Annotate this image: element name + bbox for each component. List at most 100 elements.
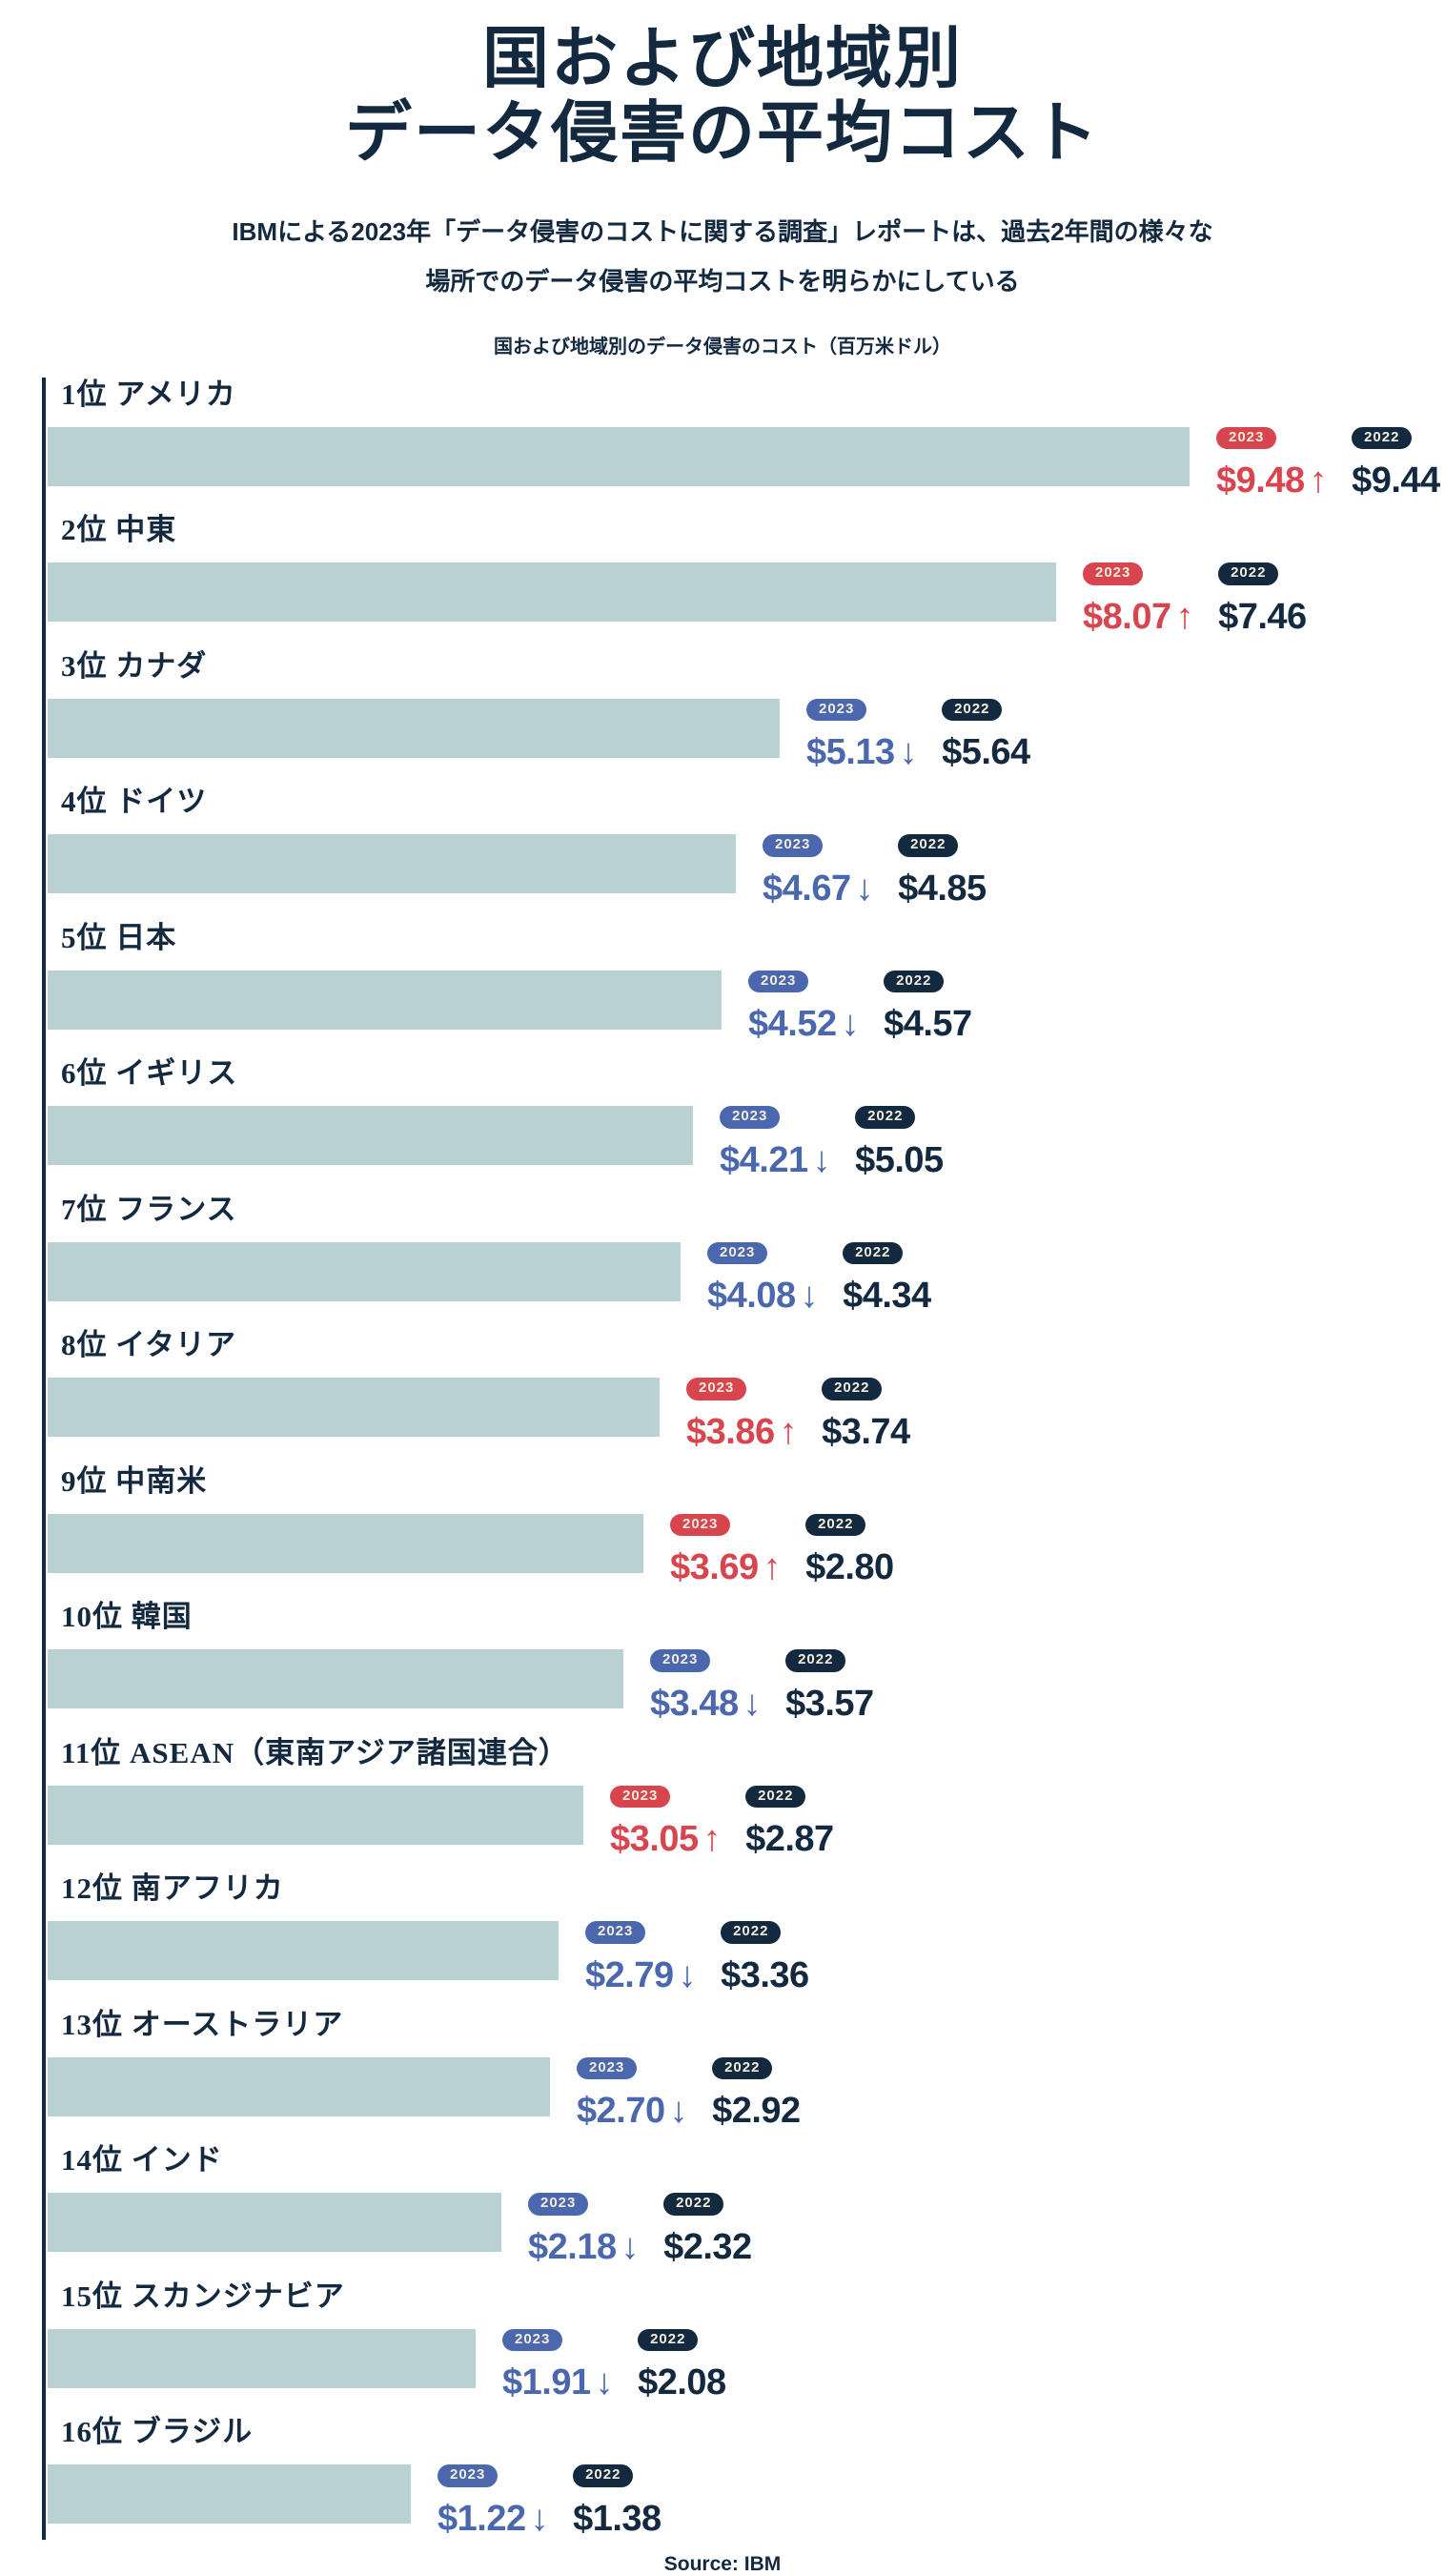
value-2022: $9.44	[1352, 460, 1440, 501]
chart-row: 14位 インド 2023 $2.18 ↓ 2022 $2.32	[48, 2143, 1445, 2268]
value-2023-group: 2023 $3.86 ↑	[686, 1378, 798, 1453]
badge-2023: 2023	[502, 2328, 563, 2352]
bar-row: 2023 $2.18 ↓ 2022 $2.32	[48, 2193, 1445, 2268]
value-2023-group: 2023 $3.69 ↑	[670, 1513, 782, 1589]
page-subtitle: IBMによる2023年「データ侵害のコストに関する調査」レポートは、過去2年間の…	[0, 207, 1445, 306]
value-annotations: 2023 $4.21 ↓ 2022 $5.05	[720, 1106, 988, 1181]
value-2023-amount: $4.52	[748, 1004, 837, 1045]
value-annotations: 2023 $3.48 ↓ 2022 $3.57	[650, 1649, 919, 1725]
value-2022-group: 2022 $2.08	[638, 2328, 746, 2404]
value-annotations: 2023 $5.13 ↓ 2022 $5.64	[806, 698, 1075, 774]
cost-bar-2023	[48, 698, 780, 758]
value-2023: $5.13 ↓	[806, 732, 918, 773]
value-2022: $2.87	[745, 1819, 834, 1860]
cost-bar-2023	[48, 2464, 411, 2525]
cost-bar-2023	[48, 562, 1056, 623]
trend-arrow-icon: ↓	[678, 1954, 697, 1995]
trend-arrow-icon: ↑	[1309, 460, 1328, 501]
badge-2023: 2023	[577, 2056, 638, 2080]
value-annotations: 2023 $3.86 ↑ 2022 $3.74	[686, 1378, 955, 1453]
value-2022-group: 2022 $1.38	[573, 2464, 682, 2540]
bar-row: 2023 $2.79 ↓ 2022 $3.36	[48, 1921, 1445, 1996]
value-2023-group: 2023 $9.48 ↑	[1216, 426, 1328, 502]
value-2023: $2.70 ↓	[577, 2091, 688, 2132]
value-2023-group: 2023 $3.05 ↑	[610, 1785, 722, 1861]
trend-arrow-icon: ↑	[702, 1819, 722, 1860]
chart-row: 8位 イタリア 2023 $3.86 ↑ 2022 $3.74	[48, 1328, 1445, 1453]
source-note: Source: IBM	[663, 2552, 782, 2575]
badge-2022: 2022	[1352, 426, 1413, 450]
value-2022-group: 2022 $2.32	[663, 2193, 772, 2268]
value-annotations: 2023 $3.69 ↑ 2022 $2.80	[670, 1513, 939, 1589]
chart-row: 11位 ASEAN（東南アジア諸国連合） 2023 $3.05 ↑ 2022 $2…	[48, 1736, 1445, 1861]
badge-2023: 2023	[763, 834, 824, 857]
trend-arrow-icon: ↑	[763, 1547, 782, 1588]
value-2022: $2.80	[805, 1547, 894, 1588]
value-2023-amount: $5.13	[806, 732, 895, 773]
trend-arrow-icon: ↓	[743, 1683, 762, 1724]
page-title-line1: 国および地域別	[482, 21, 963, 95]
value-annotations: 2023 $2.79 ↓ 2022 $3.36	[585, 1921, 854, 1996]
value-2023: $9.48 ↑	[1216, 460, 1328, 501]
rank-label: 5位 日本	[61, 920, 177, 954]
value-2023-group: 2023 $2.70 ↓	[577, 2056, 688, 2133]
page-title-line2: データ侵害の平均コスト	[345, 95, 1100, 171]
value-2022-group: 2022 $4.34	[843, 1241, 951, 1318]
bar-row: 2023 $3.48 ↓ 2022 $3.57	[48, 1649, 1445, 1725]
badge-2022: 2022	[855, 1106, 916, 1129]
value-2023-group: 2023 $4.52 ↓	[748, 970, 860, 1046]
value-2023-amount: $8.07	[1083, 596, 1171, 637]
value-2022-group: 2022 $2.87	[745, 1785, 854, 1861]
chart-row: 12位 南アフリカ 2023 $2.79 ↓ 2022 $3.36	[48, 1871, 1445, 1996]
cost-bar-2023	[48, 1241, 681, 1301]
value-2023-amount: $4.67	[763, 868, 851, 909]
badge-2022: 2022	[805, 1513, 866, 1537]
value-annotations: 2023 $4.52 ↓ 2022 $4.57	[748, 970, 1017, 1046]
trend-arrow-icon: ↓	[530, 2498, 549, 2539]
trend-arrow-icon: ↓	[841, 1004, 860, 1045]
cost-bar-2023	[48, 834, 736, 894]
value-2023-amount: $9.48	[1216, 460, 1305, 501]
rank-label: 2位 中東	[61, 513, 177, 547]
badge-2023: 2023	[610, 1785, 671, 1809]
chart-row: 4位 ドイツ 2023 $4.67 ↓ 2022 $4.85	[48, 785, 1445, 910]
cost-bar-2023	[48, 1106, 693, 1166]
cost-bar-2023	[48, 970, 722, 1030]
trend-arrow-icon: ↓	[595, 2362, 614, 2403]
badge-2022: 2022	[712, 2056, 773, 2080]
bar-row: 2023 $3.05 ↑ 2022 $2.87	[48, 1785, 1445, 1861]
value-2023: $3.86 ↑	[686, 1412, 798, 1453]
chart-row: 7位 フランス 2023 $4.08 ↓ 2022 $4.34	[48, 1193, 1445, 1318]
value-2022-group: 2022 $3.74	[822, 1378, 930, 1453]
badge-2022: 2022	[663, 2193, 724, 2216]
value-2023: $3.05 ↑	[610, 1819, 722, 1860]
badge-2023: 2023	[585, 1921, 646, 1944]
trend-arrow-icon: ↑	[1175, 596, 1194, 637]
badge-2023: 2023	[650, 1649, 711, 1672]
page-title: 国および地域別 データ侵害の平均コスト	[0, 0, 1445, 171]
cost-bar-2023	[48, 1649, 623, 1709]
badge-2023: 2023	[528, 2193, 589, 2216]
badge-2023: 2023	[1216, 426, 1277, 450]
cost-bar-2023	[48, 2328, 476, 2388]
cost-bar-2023	[48, 1513, 643, 1573]
value-2023-amount: $3.69	[670, 1547, 759, 1588]
bar-chart: 1位 アメリカ 2023 $9.48 ↑ 2022 $9.44 2位 中東	[42, 377, 1445, 2540]
value-2023-group: 2023 $4.08 ↓	[707, 1241, 819, 1318]
bar-row: 2023 $8.07 ↑ 2022 $7.46	[48, 562, 1445, 638]
badge-2023: 2023	[707, 1241, 768, 1265]
trend-arrow-icon: ↓	[812, 1139, 831, 1180]
value-2022-group: 2022 $7.46	[1218, 562, 1327, 638]
value-2023-group: 2023 $8.07 ↑	[1083, 562, 1194, 638]
value-2023: $8.07 ↑	[1083, 596, 1194, 638]
bar-row: 2023 $3.69 ↑ 2022 $2.80	[48, 1513, 1445, 1589]
chart-row: 13位 オーストラリア 2023 $2.70 ↓ 2022 $2.92	[48, 2008, 1445, 2133]
value-2023-group: 2023 $5.13 ↓	[806, 698, 918, 774]
trend-arrow-icon: ↓	[855, 868, 874, 909]
value-2022: $2.08	[638, 2362, 726, 2403]
badge-2022: 2022	[1218, 562, 1279, 585]
value-2023-amount: $4.21	[720, 1139, 808, 1180]
rank-label: 11位 ASEAN（東南アジア諸国連合）	[61, 1735, 569, 1769]
rank-label: 1位 アメリカ	[61, 377, 236, 411]
